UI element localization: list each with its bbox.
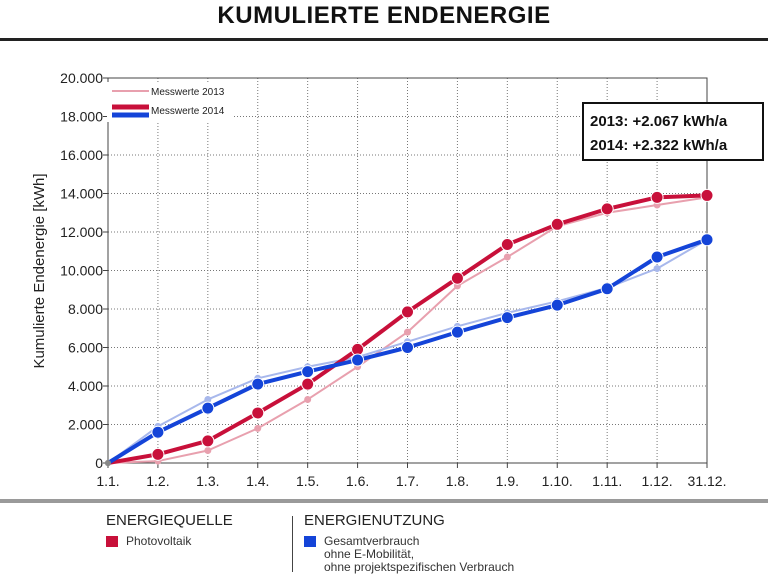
data-point [351, 353, 365, 367]
chart-series [105, 188, 714, 466]
chart-legend: Messwerte 2013 Messwerte 2014 [107, 82, 232, 122]
data-point [550, 298, 564, 312]
data-point [404, 328, 411, 336]
y-tick-label: 20.000 [60, 70, 103, 86]
data-point [151, 447, 165, 461]
data-point [600, 202, 614, 216]
x-tick-label: 1.5. [296, 473, 319, 489]
y-tick-label: 10.000 [60, 263, 103, 279]
x-tick-label: 1.7. [396, 473, 419, 489]
x-tick-label: 1.11. [592, 473, 622, 489]
x-tick-label: 1.2. [146, 473, 169, 489]
x-tick-label: 1.6. [346, 473, 369, 489]
data-point [650, 190, 664, 204]
x-tick-label: 1.12. [642, 473, 673, 489]
data-point [401, 341, 414, 354]
y-tick-label: 16.000 [60, 147, 103, 163]
y-tick-label: 6.000 [68, 340, 103, 356]
legend-item-gesamtverbrauch: Gesamtverbrauch ohne E-Mobilität, ohne p… [304, 535, 514, 574]
data-point [450, 325, 464, 339]
data-point [503, 253, 511, 261]
data-point [700, 188, 714, 202]
data-point [500, 311, 514, 325]
y-tick-label: 2.000 [68, 417, 103, 433]
gesamtverbrauch-swatch [304, 536, 316, 547]
data-point [700, 233, 714, 247]
title-divider [0, 38, 768, 41]
series-photovoltaik-2014 [105, 188, 714, 466]
cumulative-energy-line-chart: 0 2.000 4.000 6.000 8.000 10.000 12.000 14.000 1… [31, 70, 726, 489]
data-point [105, 460, 111, 466]
energy-source-heading: ENERGIEQUELLE [106, 512, 233, 529]
data-point [301, 377, 315, 391]
series-gesamtverbrauch-2014 [105, 233, 714, 466]
data-point [251, 377, 265, 391]
data-point [600, 282, 614, 296]
y-tick-label: 4.000 [68, 378, 103, 394]
energy-usage-heading: ENERGIENUTZUNG [304, 512, 445, 529]
y-tick-label: 14.000 [60, 186, 103, 202]
gesamtverbrauch-label-line-2: ohne E-Mobilität, [324, 547, 415, 561]
x-tick-label: 1.4. [246, 473, 269, 489]
y-tick-label: 0 [95, 455, 103, 471]
legend-label-2013: Messwerte 2013 [151, 87, 225, 98]
legend-label-2014: Messwerte 2014 [151, 106, 225, 117]
data-point [304, 395, 312, 403]
annotation-2013: 2013: +2.067 kWh/a [590, 113, 728, 130]
photovoltaik-swatch [106, 536, 118, 547]
page-title: KUMULIERTE ENDENERGIE [217, 2, 551, 29]
x-tick-label: 1.8. [446, 473, 469, 489]
x-axis-ticks: 1.1. 1.2. 1.3. 1.4. 1.5. 1.6. 1.7. 1.8. 1.9. 1.10… [96, 463, 726, 489]
gesamtverbrauch-label-line-3: ohne projektspezifischen Verbrauch [324, 560, 515, 574]
x-tick-label: 1.1. [96, 473, 119, 489]
data-point [151, 425, 165, 439]
x-tick-label: 1.3. [196, 473, 219, 489]
data-point [251, 406, 265, 420]
y-tick-label: 18.000 [60, 109, 103, 125]
annotation-2014: 2014: +2.322 kWh/a [590, 137, 728, 154]
legend-item-photovoltaik: Photovoltaik [106, 535, 233, 548]
y-axis-ticks: 0 2.000 4.000 6.000 8.000 10.000 12.000 14.000 1… [60, 70, 108, 471]
data-point [204, 446, 212, 454]
data-point [201, 434, 215, 448]
data-point [254, 424, 262, 432]
data-point [653, 265, 661, 273]
data-point [201, 401, 215, 415]
data-point [550, 217, 564, 231]
gesamtverbrauch-label-line-1: Gesamtverbrauch [324, 534, 420, 548]
y-tick-label: 12.000 [60, 224, 103, 240]
y-axis-label: Kumulierte Endenergie [kWh] [31, 173, 48, 368]
energy-usage-legend: ENERGIENUTZUNG Gesamtverbrauch ohne E-Mo… [304, 512, 514, 574]
data-point [450, 271, 464, 285]
data-point [500, 238, 514, 252]
annual-increase-annotation: 2013: +2.067 kWh/a 2014: +2.322 kWh/a [582, 102, 764, 161]
data-point [301, 365, 315, 379]
x-tick-label: 1.9. [496, 473, 519, 489]
x-tick-label: 1.10. [542, 473, 573, 489]
legend-vertical-divider [292, 516, 293, 572]
data-point [401, 305, 414, 319]
y-tick-label: 8.000 [68, 301, 103, 317]
energy-source-legend: ENERGIEQUELLE Photovoltaik [106, 512, 233, 548]
data-point [650, 250, 664, 264]
data-point [204, 395, 212, 403]
photovoltaik-label: Photovoltaik [126, 534, 192, 548]
x-tick-label: 31.12. [688, 473, 727, 489]
legend-divider-rule [0, 499, 768, 503]
